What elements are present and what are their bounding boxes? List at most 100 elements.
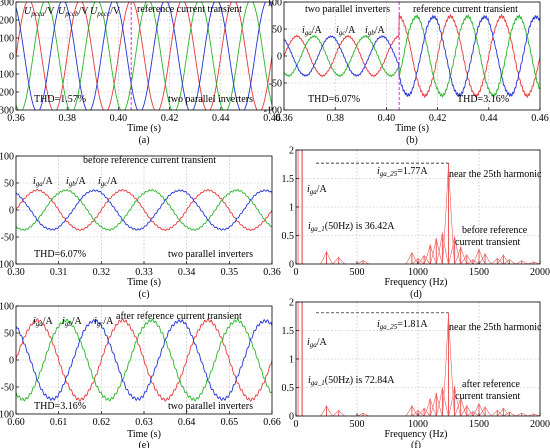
series-line-a-0 (16, 2, 272, 110)
y-tick-label-e: 100 (0, 302, 14, 313)
thd-label-b-right: THD=3.16% (457, 94, 509, 105)
y-tick-label-c: -50 (1, 233, 14, 244)
harmonic-lobe-f (466, 411, 480, 416)
series-line-b-2 (284, 14, 540, 98)
x-tick-label-e: 0.63 (135, 417, 153, 428)
harmonic-lobe-d (472, 248, 486, 264)
harmonic-lobe-d (478, 253, 492, 264)
x-tick-label-b: 0.44 (480, 113, 498, 124)
series-group-d (297, 150, 540, 264)
annotation-f-near25: near the 25th harmonic (449, 322, 542, 333)
xlabel-f: Frequency (Hz) (384, 429, 447, 440)
y-tick-label-c: 100 (0, 152, 14, 163)
xlabel-c: Time (s) (127, 277, 161, 288)
thd-label-a: THD=1.57% (34, 94, 86, 105)
harmonic-lobe-d (527, 261, 540, 264)
harmonic-lobe-d (454, 245, 467, 264)
annotation-f-after2: current transient (455, 391, 520, 402)
panel-e: 0.60 0.61 0.62 0.63 0.64 0.65 0.66 -100 -50 0 50 10… (0, 302, 281, 429)
y-tick-label-d: 1 (289, 203, 294, 214)
series-group-e (16, 318, 272, 402)
harmonic-lobe-f (454, 396, 467, 416)
harmonic-lobe-d (332, 256, 345, 264)
y-tick-label-e: -100 (0, 410, 14, 421)
caption-a: (a) (138, 135, 149, 146)
series-label-upccb: Upccb/V (58, 6, 89, 18)
harmonic-lobe-d (466, 259, 480, 264)
harmonic-lobe-f (417, 407, 431, 416)
harmonic-lobe-f (448, 386, 461, 416)
harmonic-lobe-d (448, 236, 461, 264)
panel-f: 0 500 1000 1500 2000 0 0.5 1 1.5 2 (282, 298, 550, 431)
harmonic-lobe-f (332, 409, 345, 416)
series-label-e-igc: igc/A (94, 316, 114, 328)
harmonic-lobe-d (497, 254, 510, 264)
x-tick-label-a: 0.44 (212, 113, 230, 124)
x-tick-label-f: 1500 (469, 419, 489, 430)
series-label-upcca: Upcca/V (24, 6, 55, 18)
caption-f: (f) (411, 440, 421, 448)
y-tick-label-f: 0 (289, 412, 294, 423)
harmonic-lobe-f (423, 397, 437, 416)
x-tick-label-f: 0 (294, 419, 299, 430)
y-tick-label-e: -50 (1, 383, 14, 394)
y-tick-label-b: -50 (269, 79, 282, 90)
y-tick-label-a: -100 (0, 70, 14, 81)
series-line-b-0 (284, 13, 540, 99)
x-tick-label-b: 0.40 (378, 113, 396, 124)
panel-a: 0.36 0.38 0.40 0.42 0.44 0.46 -300 -200 -100 0 100… (0, 0, 281, 124)
y-tick-label-f: 1.5 (282, 326, 295, 337)
annotation-a-transient: reference current transient (137, 4, 242, 15)
series-line-e-0 (16, 318, 272, 402)
series-line-a-2 (16, 2, 272, 110)
series-label-b-iga: iga/A (302, 25, 323, 37)
y-tick-label-a: -200 (0, 88, 14, 99)
y-tick-label-c: -100 (0, 260, 14, 271)
y-tick-label-f: 0.5 (282, 383, 295, 394)
harmonic-lobe-f (356, 412, 370, 416)
y-tick-label-e: 0 (9, 356, 14, 367)
y-tick-label-a: 100 (0, 34, 14, 45)
y-tick-label-d: 0.5 (282, 231, 295, 242)
annotation-d-before2: current transient (455, 237, 520, 248)
series-line-e-1 (16, 318, 272, 402)
harmonic-lobe-f (320, 405, 333, 416)
series-line-a-1 (16, 2, 272, 110)
series-label-b-igc: igc/A (336, 25, 356, 37)
harmonic-lobe-d (405, 251, 419, 264)
x-tick-label-b: 0.46 (531, 113, 549, 124)
x-tick-label-e: 0.61 (50, 417, 68, 428)
harmonic-lobe-f (411, 409, 425, 416)
y-tick-label-c: 50 (4, 179, 14, 190)
series-group-a (16, 2, 272, 110)
panel-d: 0 500 1000 1500 2000 0 0.5 1 1.5 2 (282, 146, 550, 279)
annotation-d-before1: before reference (462, 225, 528, 236)
harmonic-lobe-d (320, 250, 333, 264)
x-tick-label-e: 0.60 (7, 417, 25, 428)
y-tick-label-a: 300 (0, 0, 14, 9)
annotation-c-before: before reference current transient (83, 155, 216, 166)
harmonic-lobe-f (405, 405, 419, 416)
harmonic-lobe-f (527, 413, 540, 416)
harmonic-lobe-f (478, 406, 492, 416)
x-tick-label-e: 0.66 (263, 417, 281, 428)
y-tick-label-d: 2 (289, 146, 294, 157)
series-label-e-iga: iga/A (33, 316, 54, 328)
series-line-c-1 (16, 189, 272, 231)
annotation-c-parallel: two parallel inverters (168, 249, 253, 260)
x-tick-label-c: 0.32 (93, 267, 111, 278)
x-tick-label-c: 0.35 (221, 267, 239, 278)
x-tick-label-a: 0.46 (263, 113, 281, 124)
x-tick-label-f: 1000 (408, 419, 428, 430)
x-tick-label-a: 0.40 (110, 113, 128, 124)
x-tick-label-f: 2000 (530, 419, 550, 430)
y-tick-label-c: 0 (9, 206, 14, 217)
annotation-e-after: after reference current transient (116, 311, 242, 322)
y-tick-label-a: -300 (0, 106, 14, 117)
caption-b: (b) (406, 135, 418, 146)
annotation-d-near25: near the 25th harmonic (449, 169, 542, 180)
annotation-d-fund: iga_1(50Hz) is 36.42A (308, 221, 395, 233)
series-line-c-0 (16, 188, 272, 232)
harmonic-lobe-f (472, 402, 486, 416)
